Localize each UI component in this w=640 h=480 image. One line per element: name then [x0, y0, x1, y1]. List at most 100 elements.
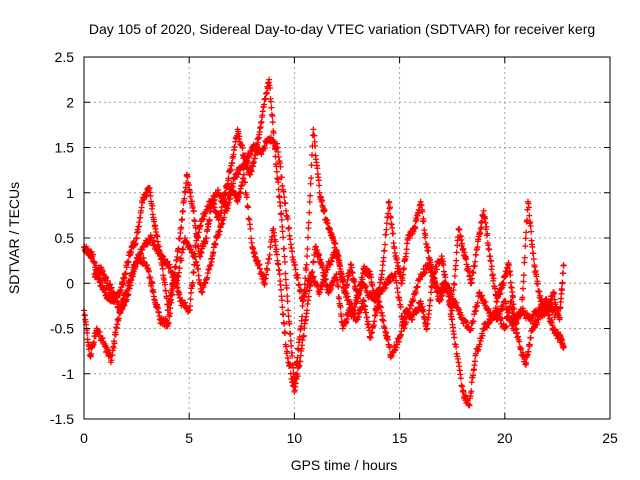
data-point-trace: [115, 315, 122, 322]
data-point-trace: [447, 302, 454, 309]
data-point-trace: [289, 352, 296, 359]
data-point-trace: [469, 275, 476, 282]
data-point-trace: [470, 269, 477, 276]
data-point-trace: [519, 294, 526, 301]
y-tick-label: 0: [66, 275, 74, 291]
data-point-trace: [503, 323, 510, 330]
data-point-trace: [139, 199, 146, 206]
data-point-trace: [279, 304, 286, 311]
data-point-trace: [119, 281, 126, 288]
data-point-trace: [207, 262, 214, 269]
data-point-trace: [508, 298, 515, 305]
data-point-trace: [399, 277, 406, 284]
data-point-trace: [147, 274, 154, 281]
data-point-trace: [275, 261, 282, 268]
data-point-trace: [154, 233, 161, 240]
data-point-trace: [386, 204, 393, 211]
data-point-trace: [380, 317, 387, 324]
data-point-trace: [390, 230, 397, 237]
data-point-trace: [534, 280, 541, 287]
data-point-trace: [421, 270, 428, 277]
data-point-trace: [300, 332, 307, 339]
data-point-trace: [302, 275, 309, 282]
data-point-trace: [453, 257, 460, 264]
data-point-trace: [275, 148, 282, 155]
data-point-trace: [282, 330, 289, 337]
data-point-trace: [452, 262, 459, 269]
data-point-trace: [463, 256, 470, 263]
data-point-trace: [84, 329, 91, 336]
grid: [84, 57, 610, 419]
data-point-trace: [112, 331, 119, 338]
data-point-trace: [287, 331, 294, 338]
data-point-trace: [178, 224, 185, 231]
x-tick-label: 25: [602, 430, 618, 446]
data-point-trace: [466, 402, 473, 409]
data-point-trace: [217, 192, 224, 199]
data-point-trace: [335, 283, 342, 290]
data-point-trace: [385, 210, 392, 217]
data-point-trace: [174, 253, 181, 260]
data-point-trace: [180, 207, 187, 214]
data-point-trace: [337, 262, 344, 269]
data-point-trace: [239, 145, 246, 152]
data-point-trace: [273, 246, 280, 253]
data-point-trace: [460, 245, 467, 252]
data-point-trace: [273, 168, 280, 175]
data-point-trace: [272, 238, 279, 245]
data-point-trace: [353, 300, 360, 307]
data-point-trace: [486, 246, 493, 253]
data-point-trace: [465, 268, 472, 275]
data-point-trace: [349, 270, 356, 277]
data-point-trace: [459, 383, 466, 390]
data-point-trace: [127, 277, 134, 284]
data-point-trace: [263, 271, 270, 278]
data-point-trace: [393, 279, 400, 286]
x-axis-ticks: 0 5 10 15 20 25: [80, 57, 618, 446]
data-point-trace: [269, 119, 276, 126]
data-point-trace: [168, 299, 175, 306]
data-point-trace: [190, 208, 197, 215]
data-point-trace: [386, 344, 393, 351]
data-point-trace: [559, 279, 566, 286]
data-point: [282, 343, 289, 350]
data-point-trace: [256, 265, 263, 272]
data-point-trace: [519, 285, 526, 292]
data-point-trace: [286, 320, 293, 327]
data-point-trace: [281, 259, 288, 266]
data-point-trace: [304, 246, 311, 253]
data-point-trace: [387, 278, 394, 285]
data-point: [552, 311, 559, 318]
data-point: [304, 253, 311, 260]
data-point-trace: [88, 350, 95, 357]
data-point-trace: [162, 287, 169, 294]
data-point-trace: [449, 316, 456, 323]
data-point-trace: [359, 276, 366, 283]
y-axis-ticks: -1.5 -1 -0.5 0 0.5 1 1.5 2 2.5: [50, 49, 610, 427]
data-point-trace: [178, 257, 185, 264]
y-tick-label: 2.5: [55, 49, 75, 65]
data-point-trace: [172, 264, 179, 271]
data-point: [386, 198, 393, 205]
data-point-trace: [122, 270, 129, 277]
data-point: [247, 171, 254, 178]
data-point-trace: [161, 256, 168, 263]
data-point-trace: [267, 98, 274, 105]
data-point: [240, 171, 247, 178]
data-point-trace: [487, 258, 494, 265]
data-point-trace: [529, 243, 536, 250]
data-point-trace: [266, 251, 273, 258]
data-point-trace: [311, 132, 318, 139]
data-point: [278, 216, 285, 223]
data-point-trace: [316, 252, 323, 259]
data-point-trace: [458, 236, 465, 243]
data-point-trace: [482, 219, 489, 226]
data-point-trace: [337, 304, 344, 311]
data-point-trace: [422, 232, 429, 239]
data-point-trace: [287, 236, 294, 243]
data-point-trace: [556, 314, 563, 321]
data-point-trace: [476, 341, 483, 348]
data-point-trace: [382, 241, 389, 248]
data-point-trace: [280, 234, 287, 241]
data-point-trace: [284, 348, 291, 355]
